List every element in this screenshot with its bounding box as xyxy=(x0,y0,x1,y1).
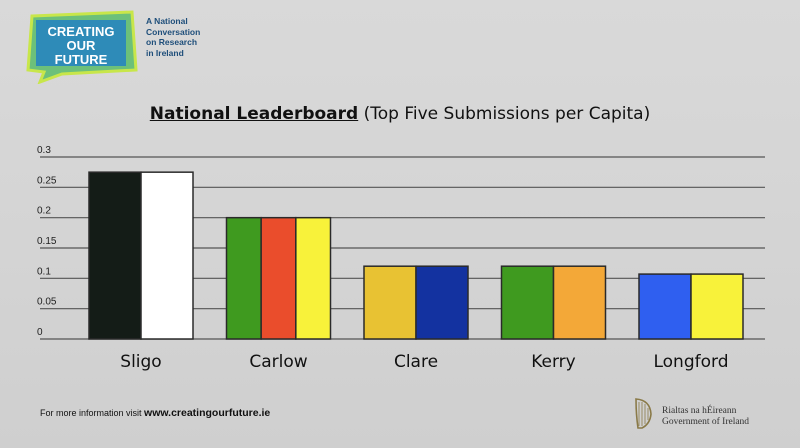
chart-title: National Leaderboard (Top Five Submissio… xyxy=(0,104,800,124)
gov-line-english: Government of Ireland xyxy=(662,417,750,427)
bar-carlow xyxy=(225,216,332,340)
bar-sligo xyxy=(88,171,194,340)
footer-info: For more information visit www.creatingo… xyxy=(40,407,270,419)
y-tick-label: 0.1 xyxy=(37,266,51,277)
category-label: Clare xyxy=(394,352,438,372)
bar-stripe xyxy=(415,265,469,340)
bar-stripe xyxy=(295,216,332,340)
bar-stripe xyxy=(690,273,744,340)
leaderboard-bar-chart: 0 0.05 0.1 0.15 0.2 0.25 0.3 Sligo Carlow Clare Ke… xyxy=(37,145,765,372)
bar-stripe xyxy=(363,265,417,340)
tagline-line-3: on Research xyxy=(146,37,198,47)
footer-url-link[interactable]: www.creatingourfuture.ie xyxy=(144,407,271,419)
tagline-line-4: in Ireland xyxy=(146,47,184,58)
creating-our-future-logo: CREATING OUR FUTURE xyxy=(26,10,138,84)
y-tick-label: 0.2 xyxy=(37,206,51,217)
bar-stripe xyxy=(260,216,297,340)
tagline-line-1: A National xyxy=(146,16,188,26)
y-tick-label: 0.15 xyxy=(37,236,57,247)
bar-stripe xyxy=(225,216,262,340)
harp-icon xyxy=(635,398,652,429)
bar-kerry xyxy=(500,265,607,340)
bar-longford xyxy=(638,273,744,340)
chart-title-main: National Leaderboard xyxy=(149,104,359,124)
bar-stripe xyxy=(88,171,142,340)
bar-stripe xyxy=(140,171,194,340)
logo-line-creating: CREATING xyxy=(48,24,115,39)
chart-title-subtitle: (Top Five Submissions per Capita) xyxy=(363,104,651,124)
logo-line-future: FUTURE xyxy=(55,52,108,67)
y-tick-label: 0.3 xyxy=(37,145,51,156)
footer-prefix: For more information visit xyxy=(40,408,142,418)
y-tick-label: 0.25 xyxy=(37,175,57,186)
government-of-ireland-logo: Rialtas na hÉireann Government of Irelan… xyxy=(662,406,749,428)
category-label: Carlow xyxy=(249,352,307,372)
bar-stripe xyxy=(638,273,692,340)
logo-line-our: OUR xyxy=(67,38,97,53)
y-tick-label: 0 xyxy=(37,327,43,338)
category-label: Kerry xyxy=(531,352,576,372)
bar-stripe xyxy=(500,265,555,340)
category-label: Longford xyxy=(653,352,728,372)
y-tick-label: 0.05 xyxy=(37,297,57,308)
bar-clare xyxy=(363,265,469,340)
category-label: Sligo xyxy=(120,352,161,372)
tagline-line-2: Conversation xyxy=(146,26,201,37)
logo-tagline: A National Conversation on Research in I… xyxy=(146,16,256,58)
gov-line-irish: Rialtas na hÉireann xyxy=(662,406,737,416)
bar-stripe xyxy=(552,265,607,340)
